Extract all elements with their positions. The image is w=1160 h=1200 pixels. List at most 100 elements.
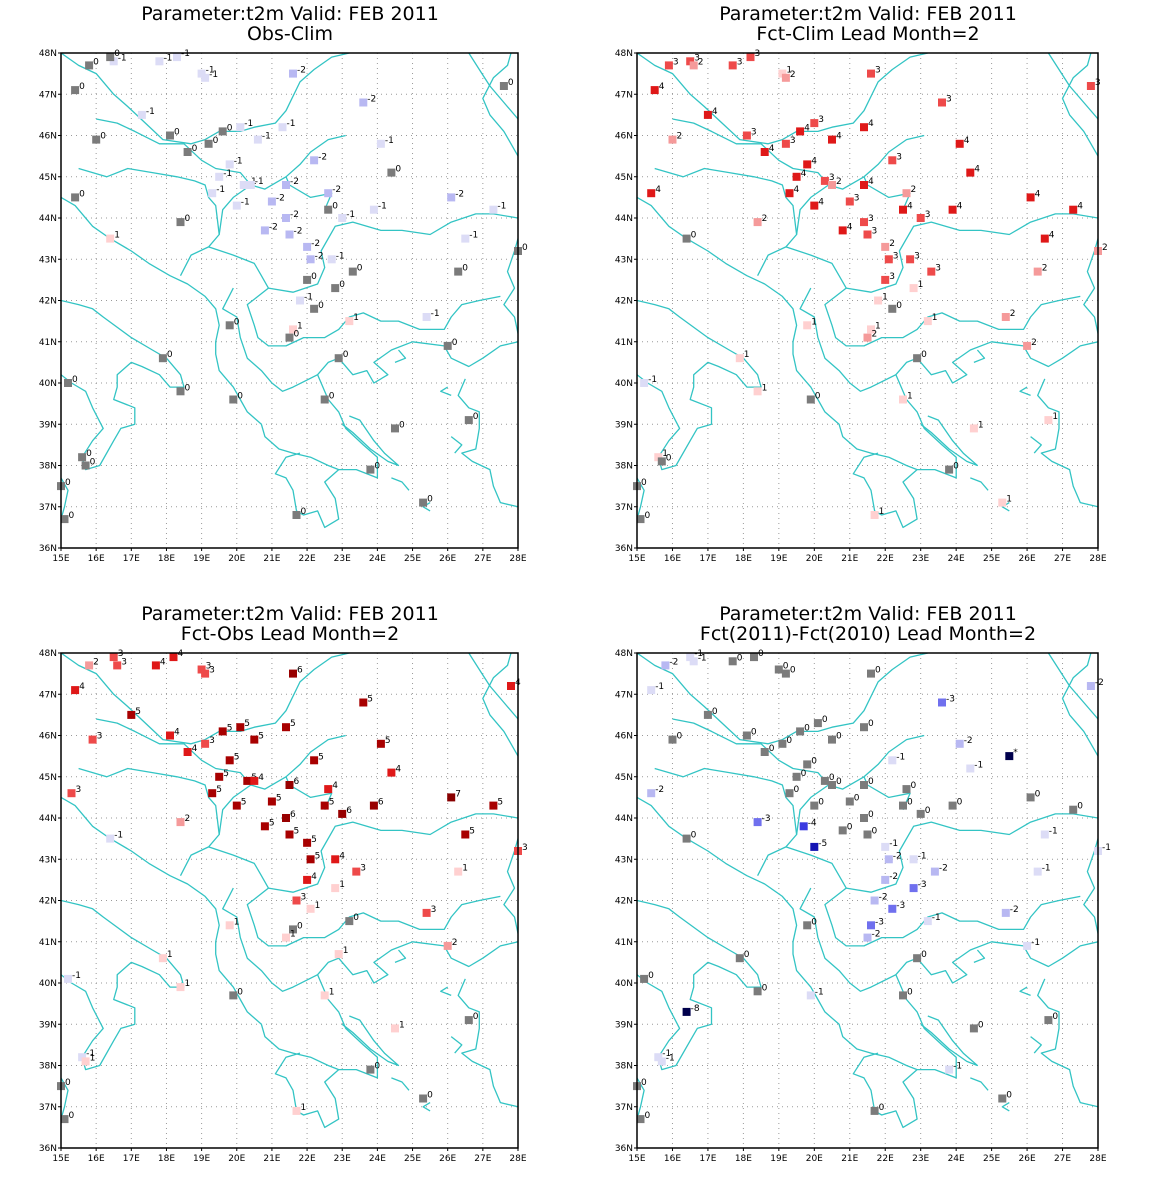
station-value-label: 0	[921, 950, 927, 960]
lat-tick-label: 43N	[39, 855, 57, 865]
station-value-label: 3	[946, 95, 952, 105]
station-marker	[78, 453, 87, 462]
station-marker	[806, 395, 815, 404]
station-marker	[158, 954, 167, 963]
station-marker	[260, 822, 269, 831]
station-value-label: -1	[216, 185, 225, 195]
station-value-label: 4	[659, 82, 665, 92]
coastline	[422, 502, 431, 512]
station-marker	[902, 785, 911, 794]
coastline	[468, 653, 518, 720]
coastline	[973, 349, 986, 364]
station-value-label: 7	[455, 789, 461, 799]
station-marker	[151, 661, 160, 670]
gridlines	[61, 53, 518, 548]
station-marker	[845, 197, 854, 206]
station-value-label: 0	[822, 715, 828, 725]
station-marker	[419, 1094, 428, 1103]
station-marker	[742, 731, 751, 740]
station-value-label: 0	[645, 511, 651, 521]
lon-tick-label: 26E	[1019, 1154, 1036, 1164]
coastline	[1061, 653, 1098, 757]
lat-tick-label: 40N	[615, 979, 633, 989]
lat-tick-label: 44N	[39, 214, 57, 224]
station-marker	[67, 789, 76, 798]
station-marker	[799, 822, 808, 831]
lat-tick-label: 45N	[615, 173, 633, 183]
station-marker	[1086, 682, 1095, 690]
lat-tick-label: 47N	[615, 90, 633, 100]
station-value-label: 0	[297, 921, 303, 931]
station-value-label: -2	[290, 177, 299, 187]
panel-title-line2: Obs-Clim	[247, 23, 333, 45]
station-value-label: -2	[889, 872, 898, 882]
station-marker	[229, 991, 238, 1000]
station-marker	[324, 189, 333, 198]
station-marker	[867, 325, 875, 334]
lon-tick-label: 21E	[263, 1154, 280, 1164]
coastline	[422, 1102, 431, 1112]
map-panel-fct-clim: Parameter:t2m Valid: FEB 2011 Fct-Clim L…	[580, 0, 1160, 600]
station-marker	[753, 818, 762, 827]
station-marker	[289, 325, 297, 334]
coastline	[1030, 1036, 1042, 1054]
coastline	[61, 899, 185, 1071]
lat-tick-label: 48N	[615, 649, 633, 659]
station-marker	[422, 908, 431, 917]
map-panel-svg: Parameter:t2m Valid: FEB 2011 Obs-Clim -…	[39, 3, 528, 564]
lat-tick-label: 37N	[39, 1103, 57, 1113]
station-marker	[803, 760, 812, 769]
station-value-label: -1	[918, 851, 927, 861]
station-marker	[902, 189, 911, 198]
station-marker	[785, 189, 794, 198]
station-value-label: 6	[346, 806, 352, 816]
station-value-label: 0	[339, 280, 345, 290]
station-value-label: 0	[1006, 1091, 1012, 1101]
station-marker	[778, 739, 787, 748]
station-marker	[909, 855, 918, 864]
station-value-label: -2	[872, 930, 881, 940]
station-value-label: 0	[374, 462, 380, 472]
station-marker	[85, 661, 94, 670]
station-marker	[464, 416, 473, 425]
station-value-label: -2	[367, 95, 376, 105]
station-marker	[888, 156, 897, 165]
station-value-label: 2	[93, 657, 99, 667]
station-marker	[85, 61, 94, 70]
station-value-label: 2	[911, 185, 917, 195]
lon-tick-label: 23E	[912, 554, 929, 564]
station-value-label: 0	[790, 666, 796, 676]
map-panel-obs-clim: Parameter:t2m Valid: FEB 2011 Obs-Clim -…	[0, 0, 580, 600]
coastline	[391, 1077, 410, 1091]
station-value-label: 3	[755, 49, 761, 59]
lon-tick-label: 22E	[877, 554, 894, 564]
station-value-label: 0	[318, 301, 324, 311]
station-marker	[158, 354, 167, 363]
station-value-label: 0	[854, 794, 860, 804]
coastline	[920, 415, 979, 467]
station-value-label: 0	[744, 950, 750, 960]
lat-tick-label: 38N	[615, 1062, 633, 1072]
lon-tick-label: 15E	[628, 1154, 645, 1164]
coastline	[268, 213, 518, 293]
lon-tick-label: 23E	[334, 1154, 351, 1164]
station-marker	[682, 1007, 691, 1016]
coastline	[637, 796, 918, 1129]
station-marker	[899, 395, 907, 404]
station-marker	[969, 1024, 978, 1033]
station-markers: 2334433644554355555345545546435755566562…	[57, 649, 528, 1124]
station-value-label: 3	[818, 115, 824, 125]
station-marker	[71, 86, 80, 95]
station-marker	[899, 801, 907, 810]
station-marker	[923, 917, 932, 926]
station-value-label: -3	[875, 917, 884, 927]
station-marker	[292, 511, 301, 519]
station-value-label: -5	[818, 839, 827, 849]
station-marker	[310, 156, 319, 165]
station-marker	[689, 657, 698, 666]
lon-tick-label: 24E	[948, 554, 965, 564]
station-value-label: 6	[378, 798, 384, 808]
lon-tick-label: 24E	[369, 1154, 386, 1164]
station-marker	[916, 214, 925, 222]
